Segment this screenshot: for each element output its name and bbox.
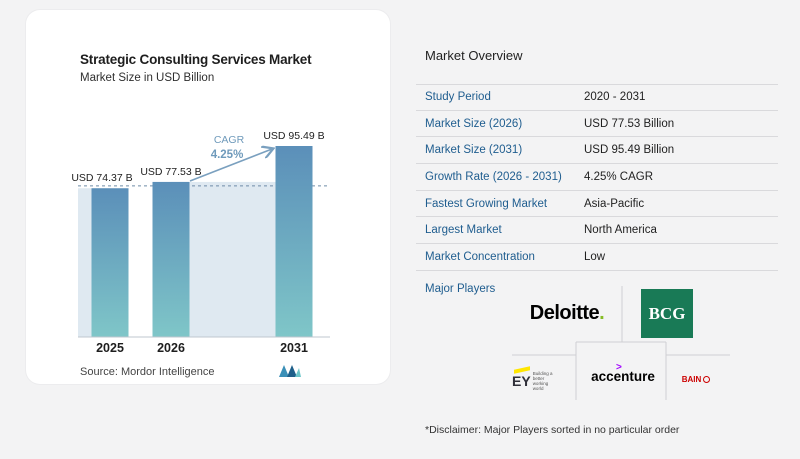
chart-subtitle: Market Size in USD Billion (80, 72, 215, 84)
overview-row-value: Low (584, 250, 606, 263)
mordor-intelligence-logo-icon (279, 365, 301, 377)
accenture-logo-text: accenture (591, 368, 655, 384)
overview-row: Market Size (2026) USD 77.53 Billion (416, 111, 778, 138)
x-tick-label: 2026 (157, 341, 185, 355)
cagr-arrow-icon (189, 149, 272, 182)
overview-row: Fastest Growing Market Asia-Pacific (416, 191, 778, 218)
major-players-label: Major Players (425, 283, 496, 295)
bain-logo-text: BAIN (681, 374, 702, 384)
overview-row: Largest Market North America (416, 217, 778, 245)
overview-row: Market Size (2031) USD 95.49 Billion (416, 137, 778, 165)
bar-value-label: USD 77.53 B (140, 166, 201, 178)
bar-2025 (91, 188, 129, 337)
overview-row-value: USD 95.49 Billion (584, 144, 675, 157)
deloitte-logo-text: Deloitte (529, 301, 600, 324)
overview-row-label: Fastest Growing Market (425, 197, 548, 210)
overview-row: Market Concentration Low (416, 244, 778, 271)
ey-logo-text: EY (512, 373, 531, 389)
cagr-value: 4.25% (211, 149, 244, 161)
overview-row-label: Study Period (425, 91, 491, 104)
accenture-arrow-icon: > (616, 362, 622, 373)
overview-row-value: 4.25% CAGR (584, 170, 654, 183)
deloitte-dot-icon: . (599, 301, 605, 324)
bar-value-label: USD 74.37 B (71, 172, 132, 184)
bar-value-label: USD 95.49 B (263, 130, 324, 142)
ey-logo: EY Building a better working world (512, 368, 562, 394)
ey-tagline: Building a better working world (532, 371, 553, 391)
market-overview-title: Market Overview (425, 48, 523, 63)
overview-row-value: USD 77.53 Billion (584, 117, 675, 130)
overview-row-label: Growth Rate (2026 - 2031) (425, 170, 562, 183)
bar-chart: USD 74.37 B 2025 USD 77.53 B 2026 USD 95.49 … (71, 130, 330, 355)
overview-row-label: Market Size (2031) (425, 144, 523, 157)
cagr-label: CAGR (214, 134, 245, 146)
bcg-logo: BCG (641, 289, 693, 338)
overview-row-value: Asia-Pacific (584, 197, 645, 210)
overview-row-label: Market Size (2026) (425, 117, 523, 130)
market-overview-table: Study Period 2020 - 2031 Market Size (2026… (416, 84, 778, 271)
x-tick-label: 2031 (280, 341, 308, 355)
deloitte-logo: Deloitte. (512, 298, 622, 328)
overview-row: Growth Rate (2026 - 2031) 4.25% CAGR (416, 164, 778, 191)
bar-2026 (152, 181, 190, 337)
overview-row-label: Largest Market (425, 224, 502, 237)
growth-band (171, 181, 294, 337)
bain-logo: BAIN (676, 371, 716, 387)
overview-row-value: North America (584, 224, 657, 237)
bain-circle-icon (703, 375, 711, 383)
overview-row-value: 2020 - 2031 (584, 91, 646, 104)
disclaimer-note: *Disclaimer: Major Players sorted in no … (425, 424, 680, 436)
overview-row: Study Period 2020 - 2031 (416, 84, 778, 111)
accenture-logo: > accenture (586, 362, 660, 390)
bar-2031 (275, 146, 313, 337)
chart-title: Strategic Consulting Services Market (80, 52, 312, 67)
x-tick-label: 2025 (96, 341, 124, 355)
source-note: Source: Mordor Intelligence (80, 366, 215, 378)
overview-row-label: Market Concentration (425, 250, 535, 263)
